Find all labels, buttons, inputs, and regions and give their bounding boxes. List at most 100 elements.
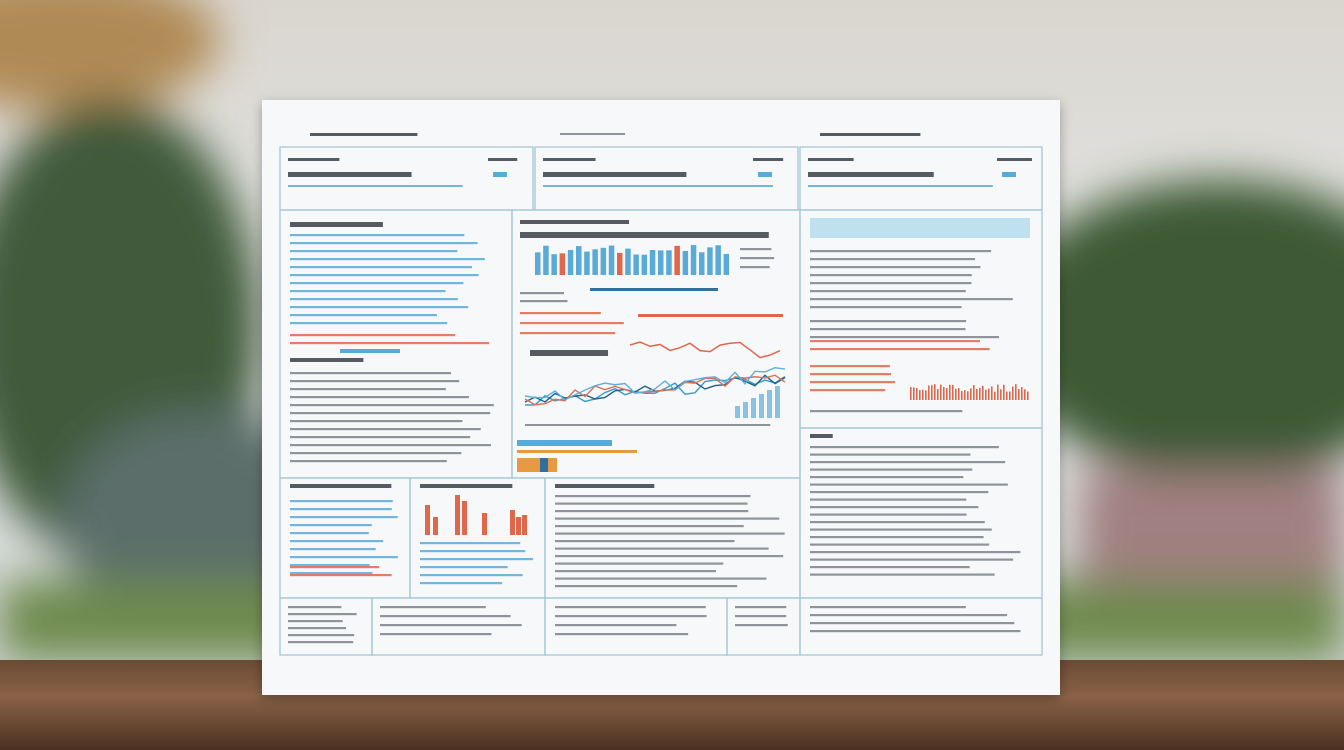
text-line [290, 314, 438, 317]
bar [608, 245, 615, 275]
bar [674, 245, 680, 275]
bar [988, 388, 990, 400]
bar [931, 385, 933, 400]
text-line [520, 292, 565, 295]
bar [934, 384, 936, 400]
text-line [520, 312, 601, 315]
bar [567, 250, 574, 275]
text-line [810, 506, 979, 509]
text-line [520, 332, 616, 335]
text-line [810, 446, 999, 449]
bar [1009, 391, 1011, 400]
building-right [1080, 470, 1344, 590]
text-line [420, 582, 503, 585]
text-line [810, 336, 1000, 339]
text-line [288, 620, 343, 623]
bar [967, 391, 969, 400]
text-line [555, 502, 748, 505]
line-series [629, 341, 781, 359]
text-line [555, 562, 724, 565]
text-line [290, 428, 481, 431]
text-line [543, 172, 687, 177]
text-line [555, 624, 677, 627]
bar [1021, 387, 1023, 400]
text-line [810, 453, 971, 456]
text-line [290, 334, 456, 337]
text-line [290, 532, 369, 535]
text-line [290, 404, 494, 407]
text-line [810, 476, 964, 479]
text-line [530, 350, 609, 356]
text-line [288, 641, 354, 644]
text-line [520, 220, 630, 224]
text-line [810, 365, 890, 368]
bar [649, 250, 656, 275]
bar [964, 390, 966, 400]
legend-swatch [517, 450, 637, 453]
bar [576, 246, 582, 275]
bar [961, 391, 963, 400]
text-line [820, 133, 921, 136]
bar [759, 394, 764, 418]
text-line [290, 500, 393, 503]
text-line [288, 158, 340, 161]
text-line [290, 358, 364, 362]
header-tag [493, 172, 507, 177]
bar [916, 388, 918, 400]
bar [682, 250, 689, 275]
bar [723, 253, 730, 275]
text-line [810, 381, 896, 384]
text-line [290, 444, 491, 447]
text-line [290, 572, 373, 575]
panel-border [799, 597, 1043, 656]
text-line [543, 158, 596, 161]
bar [658, 250, 664, 275]
text-line [290, 242, 478, 245]
text-line [288, 613, 357, 616]
text-line [555, 615, 707, 618]
text-line [810, 266, 981, 269]
bar [1024, 389, 1026, 400]
bar [455, 495, 460, 535]
text-line [810, 558, 1014, 561]
text-line [290, 484, 392, 488]
text-line [810, 373, 892, 376]
bar [997, 384, 999, 400]
text-line [290, 540, 384, 543]
bar [666, 250, 672, 275]
bar [482, 513, 487, 535]
text-line [520, 300, 568, 303]
header-tag [758, 172, 772, 177]
bar [775, 386, 780, 418]
text-line [520, 322, 624, 325]
text-line [290, 306, 469, 309]
bar [991, 386, 993, 400]
text-line [810, 328, 966, 331]
text-line [290, 396, 469, 399]
text-line [808, 158, 854, 161]
text-line [810, 573, 995, 576]
text-line [810, 528, 992, 531]
text-line [810, 543, 990, 546]
text-line [290, 274, 479, 277]
text-line [555, 577, 767, 580]
text-line [753, 158, 784, 161]
bar [976, 388, 978, 400]
bar [1000, 389, 1002, 400]
text-line [555, 510, 749, 513]
text-line [288, 185, 463, 187]
text-line [488, 158, 518, 161]
text-line [380, 615, 511, 618]
text-line [555, 484, 655, 488]
bar [952, 384, 954, 400]
text-line [290, 556, 398, 559]
bar [994, 391, 996, 400]
bar [735, 406, 740, 418]
text-line [810, 521, 985, 524]
text-line [810, 461, 1006, 464]
text-line [810, 250, 992, 253]
bar [617, 252, 623, 275]
text-line [420, 542, 521, 545]
